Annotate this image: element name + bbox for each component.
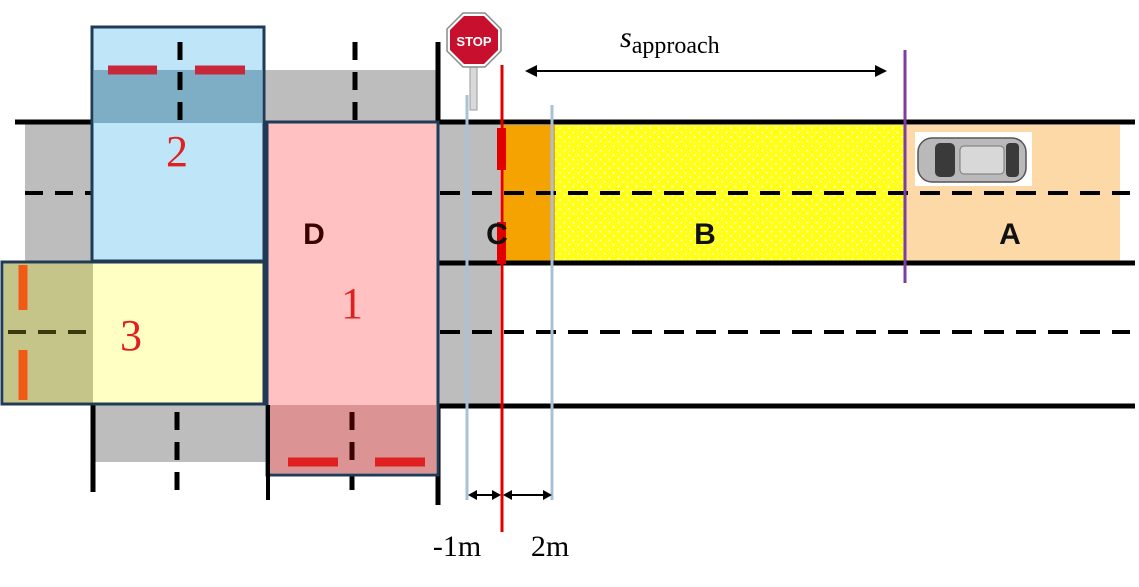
region-label-a: A <box>999 218 1021 251</box>
region-label-b: B <box>694 218 716 251</box>
zone-label-1: 1 <box>341 279 363 328</box>
offset-arrow-minus1m-head-r <box>492 490 501 500</box>
approach-label: sapproach <box>620 21 720 59</box>
region-label-d: D <box>303 218 325 251</box>
stop-line-marker-top <box>497 128 506 170</box>
zone-label-3: 3 <box>120 311 142 360</box>
offset-arrow-2m-head-l <box>503 490 512 500</box>
stop-sign-face <box>450 16 498 64</box>
stop-sign-pole <box>469 61 478 111</box>
offset-arrow-2m-head-r <box>543 490 552 500</box>
stop-line-marker-bottom <box>497 222 506 264</box>
zone-label-2: 2 <box>166 127 188 176</box>
approach-arrow-head-left <box>525 65 537 77</box>
offset-arrow-minus1m-head-l <box>468 490 477 500</box>
approach-arrow-head-right <box>875 65 887 77</box>
region-label-c: C <box>486 218 508 251</box>
offset-label-minus1m: -1m <box>433 530 481 563</box>
offset-label-2m: 2m <box>531 530 569 563</box>
stop-sign-text: STOP <box>456 34 491 49</box>
car-top-view-icon <box>915 132 1032 186</box>
zone-3 <box>0 260 266 406</box>
